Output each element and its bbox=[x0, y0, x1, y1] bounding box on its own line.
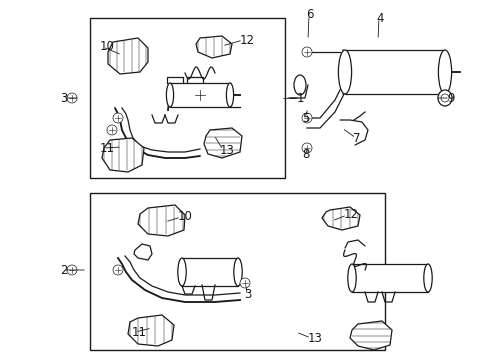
Polygon shape bbox=[102, 138, 143, 172]
Circle shape bbox=[440, 94, 448, 102]
Polygon shape bbox=[128, 315, 174, 346]
Text: 12: 12 bbox=[343, 208, 358, 221]
Polygon shape bbox=[321, 207, 359, 230]
Text: 1: 1 bbox=[296, 91, 304, 104]
Circle shape bbox=[240, 278, 249, 288]
Circle shape bbox=[67, 265, 77, 275]
Text: 4: 4 bbox=[375, 12, 383, 24]
Polygon shape bbox=[203, 128, 242, 158]
Text: 2: 2 bbox=[60, 264, 67, 276]
Text: 7: 7 bbox=[352, 131, 360, 144]
Polygon shape bbox=[351, 264, 427, 292]
Polygon shape bbox=[345, 50, 444, 94]
Circle shape bbox=[113, 265, 123, 275]
Text: 5: 5 bbox=[302, 112, 309, 125]
Circle shape bbox=[67, 93, 77, 103]
Circle shape bbox=[107, 125, 117, 135]
Ellipse shape bbox=[338, 50, 351, 94]
Polygon shape bbox=[134, 244, 152, 260]
Text: 3: 3 bbox=[244, 288, 251, 302]
Polygon shape bbox=[349, 321, 391, 350]
Text: 10: 10 bbox=[178, 211, 192, 224]
Polygon shape bbox=[138, 205, 184, 236]
Polygon shape bbox=[182, 258, 238, 286]
Ellipse shape bbox=[437, 90, 451, 106]
Polygon shape bbox=[170, 83, 229, 107]
Text: 10: 10 bbox=[100, 40, 115, 54]
Text: 11: 11 bbox=[132, 325, 147, 338]
Circle shape bbox=[113, 113, 123, 123]
Ellipse shape bbox=[423, 264, 431, 292]
Text: 13: 13 bbox=[307, 332, 322, 345]
Ellipse shape bbox=[178, 258, 186, 286]
Circle shape bbox=[302, 113, 311, 123]
Polygon shape bbox=[108, 38, 148, 74]
Text: 8: 8 bbox=[302, 148, 309, 162]
Ellipse shape bbox=[233, 258, 242, 286]
Text: 9: 9 bbox=[446, 91, 453, 104]
Bar bbox=[90, 193, 384, 350]
Bar bbox=[90, 18, 285, 178]
Circle shape bbox=[302, 47, 311, 57]
Text: 6: 6 bbox=[305, 9, 313, 22]
Polygon shape bbox=[196, 36, 231, 58]
Ellipse shape bbox=[166, 83, 173, 107]
Ellipse shape bbox=[438, 50, 451, 94]
Ellipse shape bbox=[293, 75, 305, 95]
Circle shape bbox=[302, 143, 311, 153]
Ellipse shape bbox=[226, 83, 233, 107]
Text: 12: 12 bbox=[240, 33, 254, 46]
Text: 3: 3 bbox=[60, 91, 67, 104]
Text: 11: 11 bbox=[100, 141, 115, 154]
Text: 13: 13 bbox=[220, 144, 234, 157]
Ellipse shape bbox=[347, 264, 355, 292]
